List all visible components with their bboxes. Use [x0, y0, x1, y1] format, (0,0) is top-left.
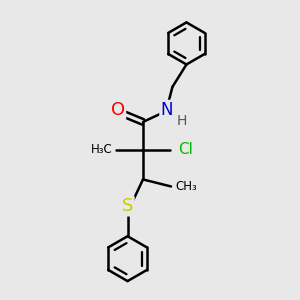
Text: H: H — [177, 114, 188, 128]
Text: CH₃: CH₃ — [175, 180, 197, 193]
Text: S: S — [122, 197, 133, 215]
Text: N: N — [160, 101, 173, 119]
Text: O: O — [111, 101, 125, 119]
Text: H₃C: H₃C — [90, 143, 112, 157]
Text: Cl: Cl — [178, 142, 193, 158]
